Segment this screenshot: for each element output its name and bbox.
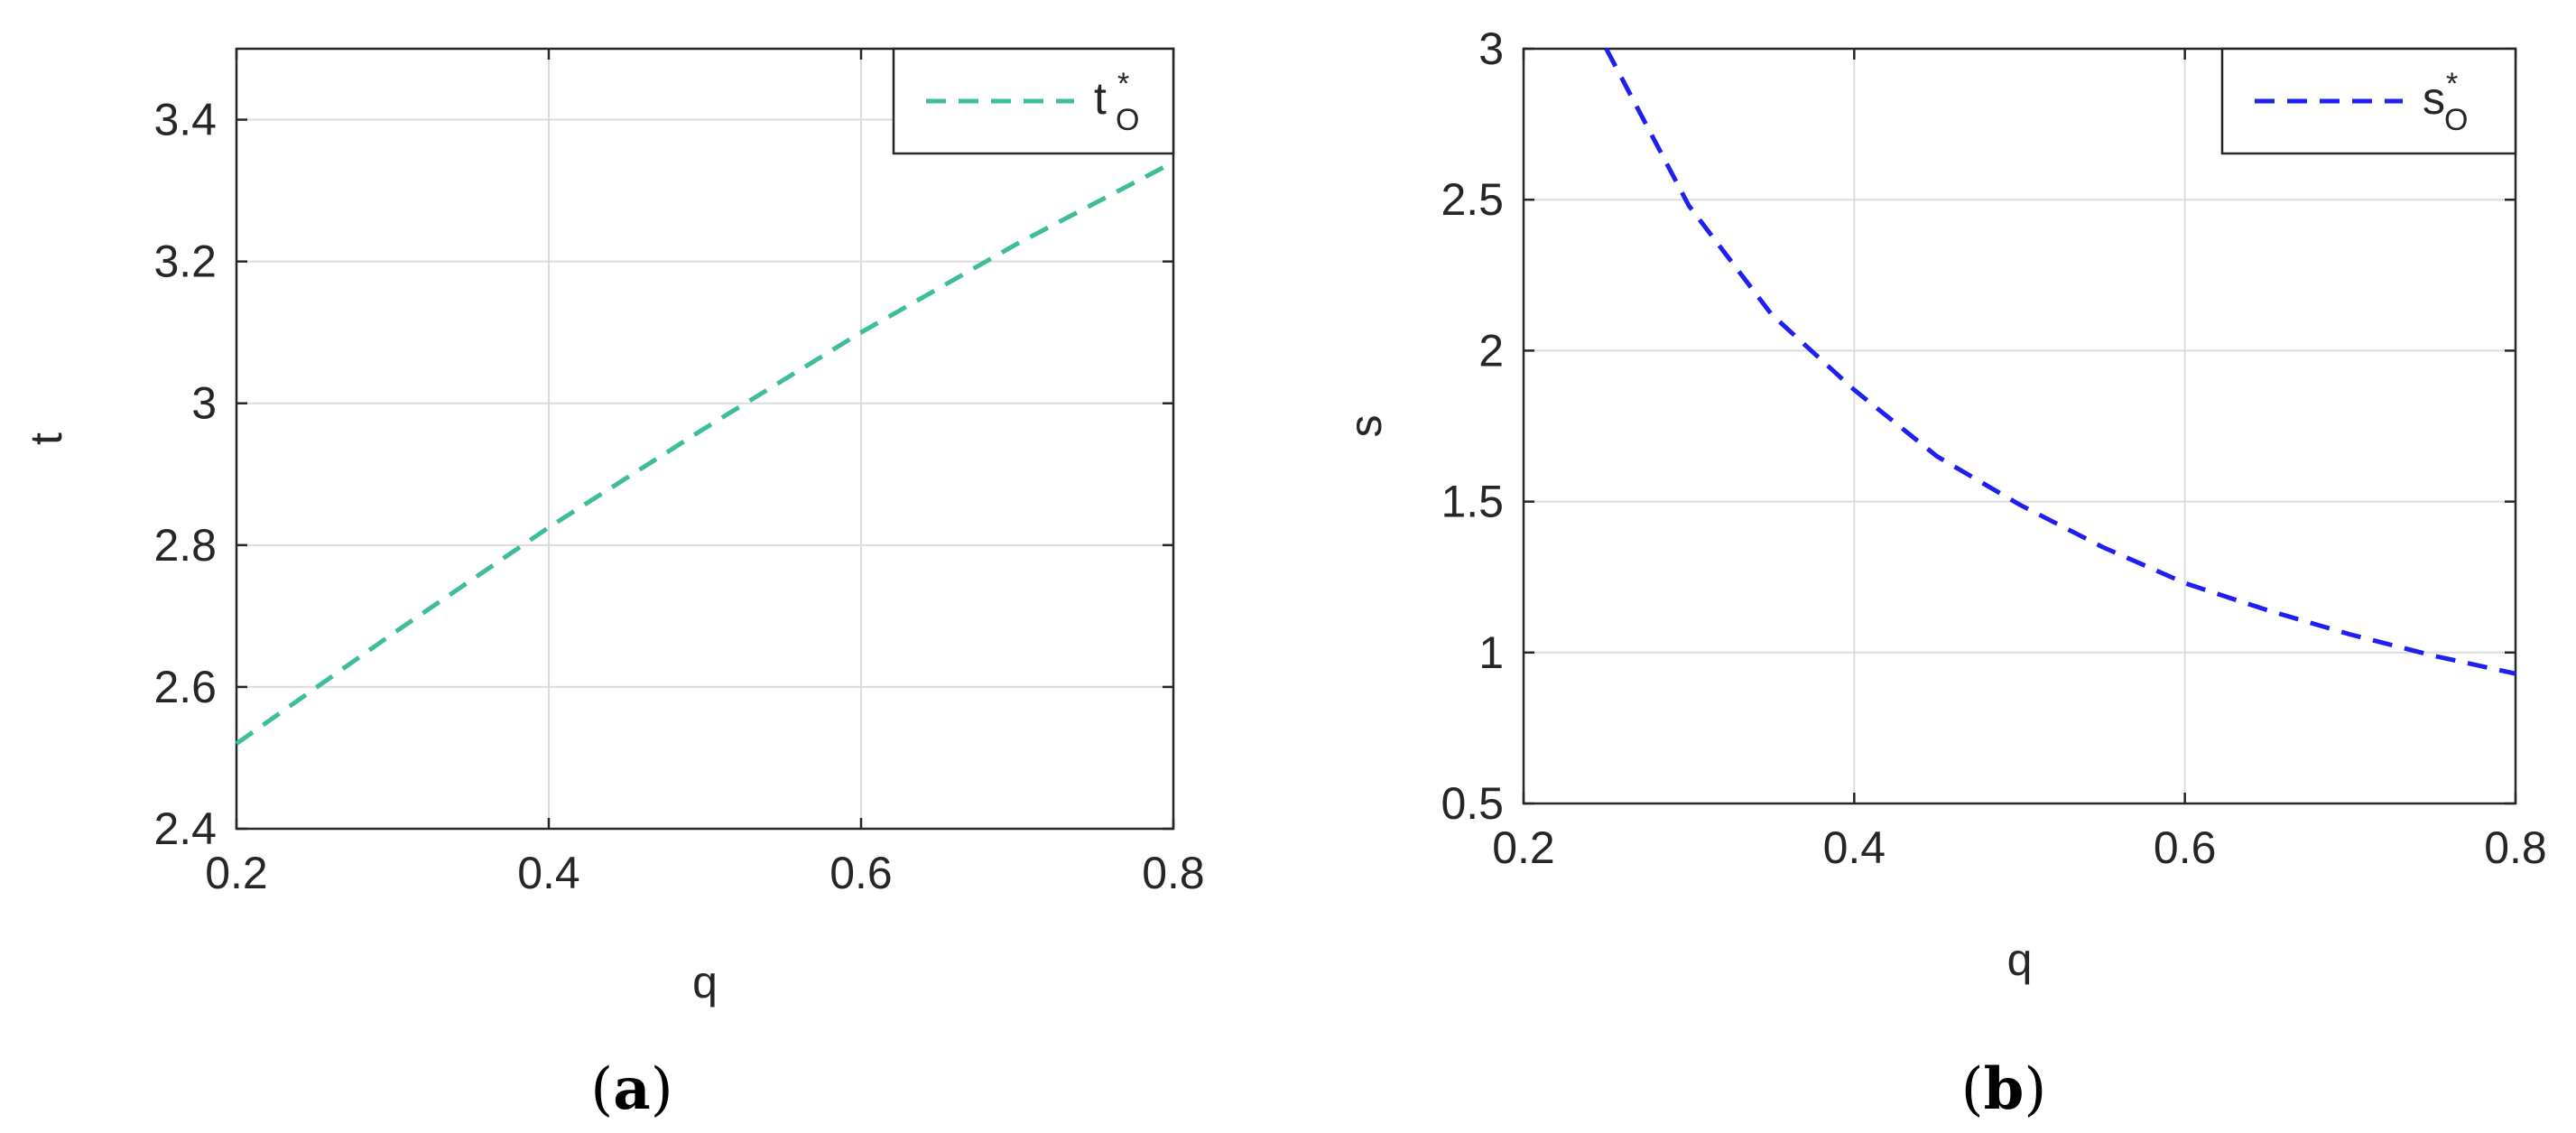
x-tick-label: 0.4: [1823, 822, 1886, 873]
y-tick-label: 2.6: [153, 662, 217, 712]
caption-letter-a: a: [613, 1055, 650, 1123]
grid-a: [236, 49, 1173, 829]
y-tick-label: 1: [1478, 627, 1504, 678]
legend-a: t * O: [892, 47, 1175, 155]
caption-letter-b: b: [1984, 1055, 2025, 1123]
legend-label-sub-a: O: [1116, 103, 1139, 137]
y-tick-label: 0.5: [1441, 778, 1504, 829]
caption-open-a: (: [590, 1056, 613, 1123]
caption-close-b: ): [2024, 1056, 2046, 1123]
legend-label-sup-a: *: [1117, 67, 1129, 101]
caption-open-b: (: [1961, 1056, 1984, 1123]
y-tick-label: 2: [1478, 325, 1504, 376]
chart-panel-b: 0.2 0.4 0.6 0.8 0.5 1 1.5 2 2.5 3 q s s * O (b): [1340, 23, 2547, 1123]
series-layer-a: [235, 160, 1175, 746]
y-tick-label: 2.4: [153, 803, 217, 854]
chart-panel-a: 0.2 0.4 0.6 0.8 2.4 2.6 2.8 3 3.2 3.4 q t t * O (…: [21, 47, 1205, 1123]
legend-b: s * O: [2220, 47, 2517, 155]
y-tick-label: 3: [191, 378, 217, 429]
legend-label-sub-b: O: [2444, 103, 2468, 137]
y-tick-label: 2.5: [1441, 174, 1504, 225]
x-axis-label-a: q: [692, 957, 718, 1008]
grid-b: [1524, 49, 2516, 803]
y-axis-label-a: t: [21, 432, 71, 445]
axes-box-a: [235, 47, 1175, 831]
legend-label-sup-b: *: [2446, 67, 2458, 101]
series-line-a-0: [235, 160, 1175, 746]
y-tick-label: 1.5: [1441, 477, 1504, 527]
ticks-b: 0.2 0.4 0.6 0.8 0.5 1 1.5 2 2.5 3: [1441, 23, 2546, 873]
x-tick-label: 0.6: [2154, 822, 2217, 873]
legend-label-b: s: [2423, 73, 2445, 124]
y-axis-label-b: s: [1340, 415, 1391, 438]
x-tick-label: 0.8: [1142, 848, 1205, 898]
y-tick-label: 3.4: [153, 95, 217, 145]
y-tick-label: 2.8: [153, 520, 217, 571]
x-tick-label: 0.2: [205, 848, 268, 898]
x-tick-label: 0.4: [517, 848, 580, 898]
caption-b: (b): [1961, 1055, 2047, 1123]
caption-a: (a): [590, 1055, 672, 1123]
x-tick-label: 0.6: [829, 848, 893, 898]
caption-close-a: ): [651, 1056, 673, 1123]
ticks-a: 0.2 0.4 0.6 0.8 2.4 2.6 2.8 3 3.2 3.4: [153, 49, 1205, 898]
axes-box-b: [1522, 47, 2517, 805]
y-tick-label: 3: [1478, 23, 1504, 74]
legend-label-a: t: [1094, 73, 1107, 124]
x-tick-label: 0.2: [1492, 822, 1555, 873]
x-tick-label: 0.8: [2484, 822, 2547, 873]
y-tick-label: 3.2: [153, 237, 217, 287]
x-axis-label-b: q: [2007, 934, 2033, 985]
